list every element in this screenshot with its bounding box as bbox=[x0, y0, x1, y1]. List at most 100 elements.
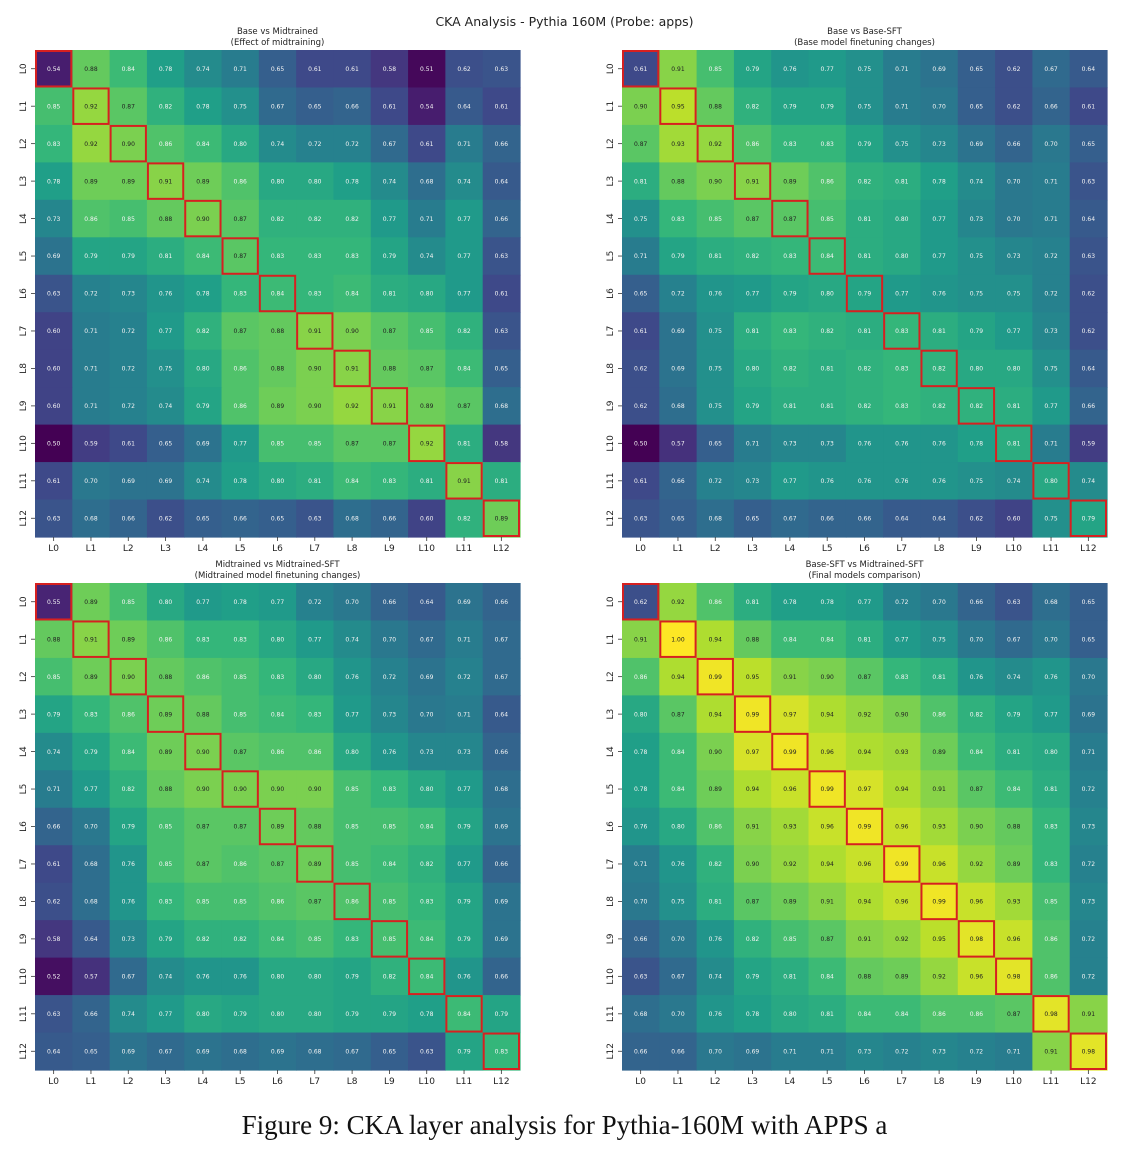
cell-value-label: 0.65 bbox=[634, 291, 648, 298]
cell-value-label: 0.67 bbox=[1007, 636, 1021, 643]
x-tick-label: L8 bbox=[934, 544, 945, 554]
cell-value-label: 0.84 bbox=[783, 636, 797, 643]
cell-value-label: 0.72 bbox=[895, 1048, 909, 1055]
heatmap-cell bbox=[482, 583, 521, 622]
cell-value-label: 0.69 bbox=[495, 824, 509, 831]
heatmap-cell bbox=[296, 732, 335, 771]
panel-subtitle: (Midtrained model finetuning changes) bbox=[195, 571, 361, 581]
heatmap-cell bbox=[296, 1032, 335, 1071]
cell-value-label: 0.66 bbox=[1082, 403, 1096, 410]
heatmap-cell bbox=[184, 845, 223, 884]
heatmap-cell bbox=[370, 387, 409, 426]
heatmap-cell bbox=[258, 770, 297, 809]
heatmap-cell bbox=[184, 124, 223, 163]
heatmap-cell bbox=[370, 920, 409, 959]
cell-value-label: 0.82 bbox=[234, 936, 248, 943]
heatmap-cell bbox=[370, 312, 409, 351]
x-tick-label: L10 bbox=[1005, 544, 1022, 554]
cell-value-label: 0.75 bbox=[159, 366, 173, 373]
heatmap-cell bbox=[445, 387, 484, 426]
cell-value-label: 0.76 bbox=[671, 861, 685, 868]
heatmap-cell bbox=[35, 199, 73, 238]
cell-value-label: 0.70 bbox=[671, 1011, 685, 1018]
heatmap-cell bbox=[883, 920, 922, 959]
cell-value-label: 0.86 bbox=[234, 366, 248, 373]
x-tick-label: L12 bbox=[1080, 1077, 1096, 1087]
cell-value-label: 0.84 bbox=[420, 974, 434, 981]
heatmap-cell bbox=[659, 807, 698, 846]
heatmap-cell bbox=[771, 237, 810, 276]
cell-value-label: 0.91 bbox=[1082, 1011, 1096, 1018]
cell-value-label: 0.84 bbox=[122, 66, 136, 73]
cell-value-label: 0.77 bbox=[234, 441, 248, 448]
cell-value-label: 0.69 bbox=[746, 1048, 760, 1055]
cell-value-label: 0.88 bbox=[671, 178, 685, 185]
heatmap-cell bbox=[1069, 162, 1108, 201]
diagonal-highlight-box bbox=[733, 695, 772, 733]
heatmap-cell bbox=[146, 162, 185, 201]
heatmap-cell bbox=[1069, 87, 1108, 126]
cell-value-label: 0.83 bbox=[271, 253, 285, 260]
x-tick-label: L0 bbox=[635, 544, 646, 554]
cell-value-label: 0.82 bbox=[196, 328, 210, 335]
heatmap-cell bbox=[1069, 620, 1108, 659]
heatmap-cell bbox=[72, 387, 111, 426]
diagonal-highlight-box bbox=[696, 124, 734, 163]
cell-value-label: 0.91 bbox=[932, 786, 946, 793]
heatmap-cell bbox=[883, 312, 922, 351]
cell-value-label: 0.60 bbox=[1007, 515, 1021, 522]
cell-value-label: 0.60 bbox=[47, 366, 61, 373]
heatmap-cell bbox=[659, 87, 698, 126]
y-tick-label: L12 bbox=[606, 1043, 616, 1059]
cell-value-label: 0.69 bbox=[671, 366, 685, 373]
cell-value-label: 0.83 bbox=[271, 674, 285, 681]
cell-value-label: 0.70 bbox=[420, 711, 434, 718]
cell-value-label: 0.83 bbox=[84, 711, 98, 718]
heatmap-cell bbox=[622, 349, 660, 388]
heatmap-cell bbox=[408, 770, 446, 809]
cell-value-label: 0.82 bbox=[858, 178, 872, 185]
cell-value-label: 0.68 bbox=[1044, 599, 1058, 606]
heatmap-cell bbox=[622, 695, 660, 734]
cell-value-label: 0.77 bbox=[858, 599, 872, 606]
heatmap-cell bbox=[258, 845, 297, 884]
cell-value-label: 0.72 bbox=[1082, 861, 1096, 868]
cell-value-label: 0.91 bbox=[457, 478, 471, 485]
cell-value-label: 0.67 bbox=[671, 974, 685, 981]
heatmap-cell bbox=[622, 957, 660, 996]
cell-value-label: 0.80 bbox=[308, 674, 322, 681]
heatmap-cell bbox=[883, 1032, 922, 1071]
cell-value-label: 0.97 bbox=[858, 786, 872, 793]
cell-value-label: 0.94 bbox=[709, 711, 723, 718]
cell-value-label: 0.84 bbox=[345, 478, 359, 485]
heatmap-cell bbox=[771, 499, 810, 538]
heatmap-cell bbox=[109, 657, 148, 696]
heatmap-cell bbox=[109, 807, 148, 846]
cell-value-label: 0.89 bbox=[271, 403, 285, 410]
cell-value-label: 0.75 bbox=[970, 291, 984, 298]
heatmap-cell bbox=[482, 274, 521, 313]
y-tick-label: L0 bbox=[606, 63, 616, 74]
heatmap-cell bbox=[109, 770, 148, 809]
heatmap-cell bbox=[35, 770, 73, 809]
heatmap-cell bbox=[221, 162, 260, 201]
heatmap-cell bbox=[995, 162, 1033, 201]
cell-value-label: 0.81 bbox=[746, 328, 760, 335]
heatmap-cell bbox=[1032, 807, 1071, 846]
cell-value-label: 0.79 bbox=[970, 328, 984, 335]
cell-value-label: 0.99 bbox=[895, 861, 909, 868]
cell-value-label: 0.78 bbox=[234, 478, 248, 485]
x-tick-label: L8 bbox=[347, 1077, 358, 1087]
cell-value-label: 0.60 bbox=[47, 328, 61, 335]
cell-value-label: 0.94 bbox=[821, 711, 835, 718]
x-tick-label: L0 bbox=[48, 1077, 59, 1087]
diagonal-highlight-box bbox=[109, 124, 147, 163]
diagonal-highlight-box bbox=[957, 387, 996, 425]
heatmap-cell bbox=[370, 845, 409, 884]
cell-value-label: 0.55 bbox=[47, 599, 61, 606]
cell-value-label: 0.74 bbox=[122, 1011, 136, 1018]
heatmap-cell bbox=[920, 124, 959, 163]
heatmap-cell bbox=[1032, 995, 1071, 1034]
heatmap-cell bbox=[733, 995, 772, 1034]
cell-value-label: 0.74 bbox=[970, 178, 984, 185]
